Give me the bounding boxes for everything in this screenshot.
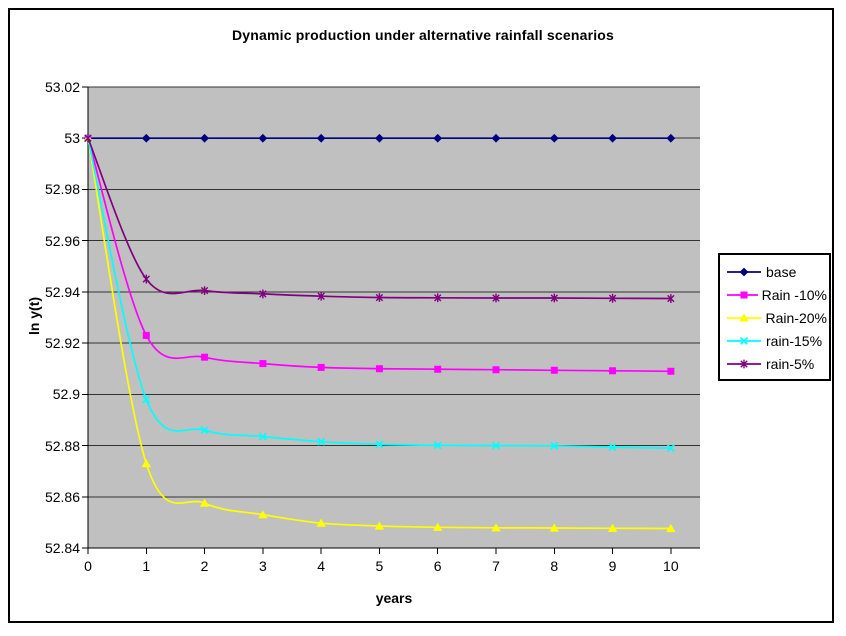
marker-square-icon	[740, 291, 748, 298]
y-tick-label: 52.94	[44, 283, 80, 300]
marker-x-icon	[739, 336, 749, 345]
chart-title: Dynamic production under alternative rai…	[231, 27, 615, 43]
y-tick-label: 52.86	[44, 488, 80, 505]
y-tick-label: 52.92	[44, 335, 80, 352]
y-tick-label: 52.88	[44, 437, 80, 454]
legend-label: rain-15%	[766, 332, 823, 349]
legend-item: rain-5%	[726, 352, 827, 375]
x-tick-label: 2	[200, 558, 209, 574]
x-tick-label: 7	[492, 558, 500, 574]
x-tick-label: 4	[317, 558, 326, 574]
legend: base Rain -10% Rain-20% rain-15% rain-5%	[718, 253, 831, 381]
y-axis-title: ln y(t)	[26, 296, 42, 336]
y-tick-label: 53.02	[44, 79, 80, 95]
x-tick-label: 6	[433, 558, 442, 574]
legend-item: Rain-20%	[726, 306, 827, 329]
marker-diamond-icon	[739, 267, 749, 276]
y-tick-label: 52.9	[52, 386, 80, 403]
y-tick-label: 52.96	[44, 232, 80, 249]
marker-triangle-icon	[739, 313, 749, 322]
legend-swatch-triangle-icon	[727, 313, 761, 322]
y-tick-label: 52.98	[44, 181, 80, 198]
legend-label: rain-5%	[766, 355, 815, 372]
marker-star-icon	[740, 359, 748, 368]
x-tick-label: 9	[608, 558, 617, 574]
chart-frame	[8, 8, 834, 623]
x-tick-label: 10	[663, 558, 679, 574]
x-tick-label: 8	[550, 558, 559, 574]
y-tick-label: 53	[64, 130, 80, 147]
legend-item: Rain -10%	[726, 283, 827, 306]
legend-label: Rain-20%	[765, 309, 827, 326]
legend-label: base	[766, 263, 797, 280]
x-tick-label: 3	[258, 558, 267, 574]
x-tick-label: 5	[375, 558, 384, 574]
legend-item: base	[726, 260, 827, 283]
legend-label: Rain -10%	[761, 286, 827, 303]
y-tick-label: 52.84	[44, 540, 80, 556]
legend-swatch-star-icon	[727, 359, 761, 368]
legend-swatch-diamond-icon	[727, 267, 761, 276]
legend-swatch-x-icon	[727, 336, 761, 345]
x-tick-label: 0	[84, 558, 92, 574]
x-tick-label: 1	[142, 558, 151, 574]
legend-swatch-square-icon	[727, 291, 758, 298]
x-axis-title: years	[375, 590, 413, 606]
legend-item: rain-15%	[726, 329, 827, 352]
